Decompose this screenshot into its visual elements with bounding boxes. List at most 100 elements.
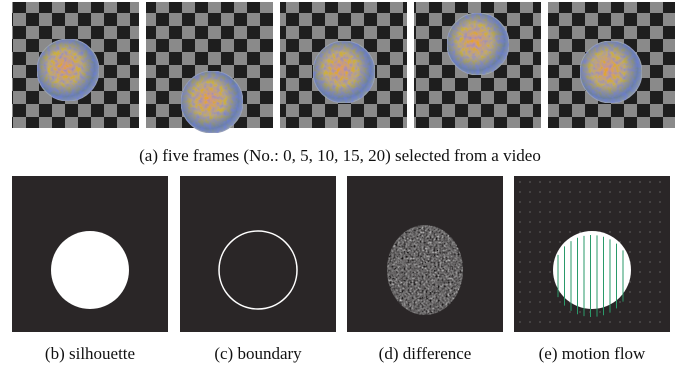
flow-dot [649, 201, 650, 202]
flow-dot [629, 321, 630, 322]
panel-caption: (c) boundary [214, 344, 302, 363]
flow-dot [549, 251, 550, 252]
flow-dot [629, 231, 630, 232]
flow-dot [539, 311, 540, 312]
flow-dot [569, 231, 570, 232]
flow-dot [589, 191, 590, 192]
flow-dot [639, 261, 640, 262]
flow-dot [659, 271, 660, 272]
flow-dot [539, 181, 540, 182]
flow-dot [619, 181, 620, 182]
flow-dot [579, 201, 580, 202]
sphere [37, 39, 99, 101]
flow-dot [629, 241, 630, 242]
sphere [181, 71, 243, 133]
flow-dot [629, 221, 630, 222]
flow-dot [549, 261, 550, 262]
panel-caption: (d) difference [379, 344, 472, 363]
flow-dot [549, 301, 550, 302]
silhouette [51, 231, 129, 309]
flow-dot [629, 201, 630, 202]
flow-dot [659, 301, 660, 302]
flow-dot [549, 271, 550, 272]
flow-dot [549, 231, 550, 232]
flow-dot [649, 231, 650, 232]
flow-dot [639, 201, 640, 202]
flow-dot [569, 311, 570, 312]
flow-dot [639, 241, 640, 242]
flow-dot [589, 321, 590, 322]
flow-dot [659, 241, 660, 242]
flow-dot [519, 291, 520, 292]
flow-dot [569, 221, 570, 222]
flow-dot [639, 231, 640, 232]
flow-dot [639, 221, 640, 222]
flow-dot [569, 211, 570, 212]
flow-dot [659, 191, 660, 192]
flow-dot [549, 221, 550, 222]
flow-dot [519, 191, 520, 192]
flow-dot [629, 191, 630, 192]
flow-dot [619, 221, 620, 222]
flow-dot [529, 271, 530, 272]
flow-dot [559, 191, 560, 192]
sphere [447, 13, 509, 75]
flow-dot [559, 311, 560, 312]
sphere [313, 41, 375, 103]
flow-dot [629, 291, 630, 292]
flow-dot [639, 211, 640, 212]
flow-dot [519, 201, 520, 202]
flow-dot [539, 271, 540, 272]
flow-dot [619, 321, 620, 322]
flow-dot [639, 181, 640, 182]
flow-dot [659, 281, 660, 282]
flow-dot [649, 251, 650, 252]
caption: (a) five frames (No.: 0, 5, 10, 15, 20) … [139, 146, 541, 165]
flow-dot [549, 241, 550, 242]
flow-dot [599, 211, 600, 212]
flow-dot [599, 191, 600, 192]
flow-dot [529, 241, 530, 242]
flow-dot [579, 311, 580, 312]
flow-dot [609, 181, 610, 182]
flow-dot [629, 311, 630, 312]
flow-dot [639, 311, 640, 312]
flow-dot [579, 321, 580, 322]
flow-dot [629, 211, 630, 212]
flow-dot [659, 201, 660, 202]
flow-dot [539, 201, 540, 202]
flow-dot [519, 231, 520, 232]
flow-dot [559, 321, 560, 322]
result-panels: (b) silhouette(c) boundary(d) difference… [12, 176, 670, 363]
flow-dot [649, 321, 650, 322]
flow-dot [599, 311, 600, 312]
flow-dot [629, 281, 630, 282]
flow-dot [549, 211, 550, 212]
flow-dot [649, 271, 650, 272]
flow-dot [559, 211, 560, 212]
flow-dot [569, 181, 570, 182]
video-frames [12, 2, 675, 133]
flow-dot [619, 241, 620, 242]
flow-dot [559, 301, 560, 302]
flow-dot [529, 231, 530, 232]
flow-dot [649, 281, 650, 282]
flow-dot [549, 191, 550, 192]
flow-dot [569, 321, 570, 322]
flow-dot [539, 261, 540, 262]
flow-dot [649, 291, 650, 292]
flow-dot [589, 201, 590, 202]
flow-dot [519, 301, 520, 302]
flow-dot [609, 221, 610, 222]
flow-dot [539, 241, 540, 242]
flow-dot [659, 291, 660, 292]
flow-dot [519, 251, 520, 252]
flow-dot [649, 301, 650, 302]
flow-dot [519, 241, 520, 242]
flow-dot [619, 311, 620, 312]
flow-dot [579, 181, 580, 182]
flow-dot [659, 231, 660, 232]
flow-dot [549, 201, 550, 202]
flow-dot [649, 311, 650, 312]
flow-dot [529, 221, 530, 222]
